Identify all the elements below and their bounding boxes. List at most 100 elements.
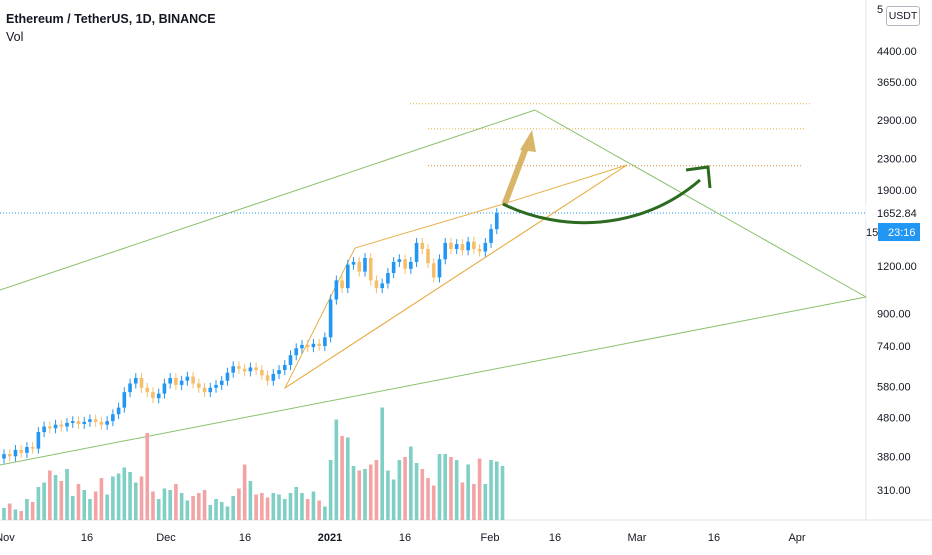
volume-bar [311,491,316,520]
volume-bar [431,485,436,520]
volume-bar [219,502,224,520]
upward-arrow-head [520,130,536,152]
volume-bar [242,464,247,520]
candle-body [2,454,6,459]
volume-bar [397,460,402,520]
volume-bar [48,470,52,520]
volume-bar [76,484,81,520]
candle-body [391,261,396,274]
volume-bar [282,499,287,520]
candle-body [466,241,470,251]
candle-body [48,426,52,429]
countdown-badge-text: 23:16 [888,227,916,239]
volume-bar [454,460,459,520]
candle-body [363,257,367,272]
candle-body [311,343,316,348]
x-tick-label: Apr [788,532,805,544]
volume-bar [414,463,419,520]
candle-body [477,248,482,252]
volume-bar [472,484,476,520]
candle-body [219,380,224,385]
volume-bar [7,503,12,520]
countdown-badge [878,223,920,242]
symbol-title[interactable]: Ethereum / TetherUS, 1D, BINANCE [6,12,216,26]
volume-bar [128,472,132,520]
volume-bar [237,488,241,520]
x-tick-label: Nov [0,532,15,544]
volume-bar [151,491,155,520]
candle-body [59,424,64,427]
candle-body [494,213,499,230]
candle-body [237,366,241,369]
volume-bar [437,454,442,520]
y-tick-label: 310.00 [877,485,911,497]
volume-bar [317,500,321,520]
candle-body [357,261,362,272]
x-tick-label: 16 [549,532,561,544]
volume-bar [105,494,109,520]
y-tick-label: 480.00 [877,413,911,425]
candle-body [99,421,104,425]
candle-body [225,372,230,381]
candle-body [122,392,127,408]
x-tick-label: 2021 [318,532,342,544]
volume-bar [340,436,344,520]
volume-bar [494,461,499,520]
y-tick-label: 2300.00 [877,153,917,165]
volume-bar [254,494,258,520]
candle-body [449,242,453,249]
chart-legend: Ethereum / TetherUS, 1D, BINANCE Vol [6,10,216,46]
candle-body [197,383,201,388]
candle-body [265,375,270,381]
volume-bar [36,487,41,520]
candle-body [36,432,41,449]
volume-bar [305,499,310,520]
volume-bar [53,475,58,520]
candle-body [145,387,150,393]
currency-unit-button[interactable]: USDT [886,6,920,26]
volume-bar [191,496,195,520]
candle-body [93,419,98,422]
volume-bar [500,466,505,520]
volume-bar [483,484,488,520]
volume-bar [116,473,121,520]
y-tick-label: 1200.00 [877,261,917,273]
y-tick-label: 900.00 [877,309,911,321]
volume-bar [25,499,29,520]
volume-bar [111,476,115,520]
volume-bar [99,478,104,520]
channel-upper-line [0,109,867,298]
volume-bar [30,502,35,520]
candle-body [420,242,425,249]
candle-body [202,387,207,393]
y-tick-label: 2900.00 [877,115,917,127]
volume-bar [122,467,127,520]
candle-body [277,370,281,374]
candle-body [53,424,58,429]
volume-bar [477,458,482,520]
volume-study-label[interactable]: Vol [6,30,24,44]
x-tick-label: 16 [239,532,251,544]
candle-body [351,261,356,265]
volume-bar [59,481,64,520]
volume-bar [391,479,396,520]
volume-bar [88,499,92,520]
candle-body [489,229,493,243]
volume-bar [185,500,190,520]
candle-body [30,446,35,449]
volume-bar [156,499,161,520]
x-tick-label: 16 [81,532,93,544]
channel-lower-line [0,296,867,466]
candle-body [282,364,287,371]
volume-bar [426,478,430,520]
volume-bar [368,464,373,520]
candle-body [242,368,247,372]
volume-bar [271,493,276,520]
candle-body [346,264,350,289]
candle-body [116,407,121,415]
volume-bar [174,484,178,520]
candle-body [133,377,138,384]
volume-bar [403,457,407,520]
